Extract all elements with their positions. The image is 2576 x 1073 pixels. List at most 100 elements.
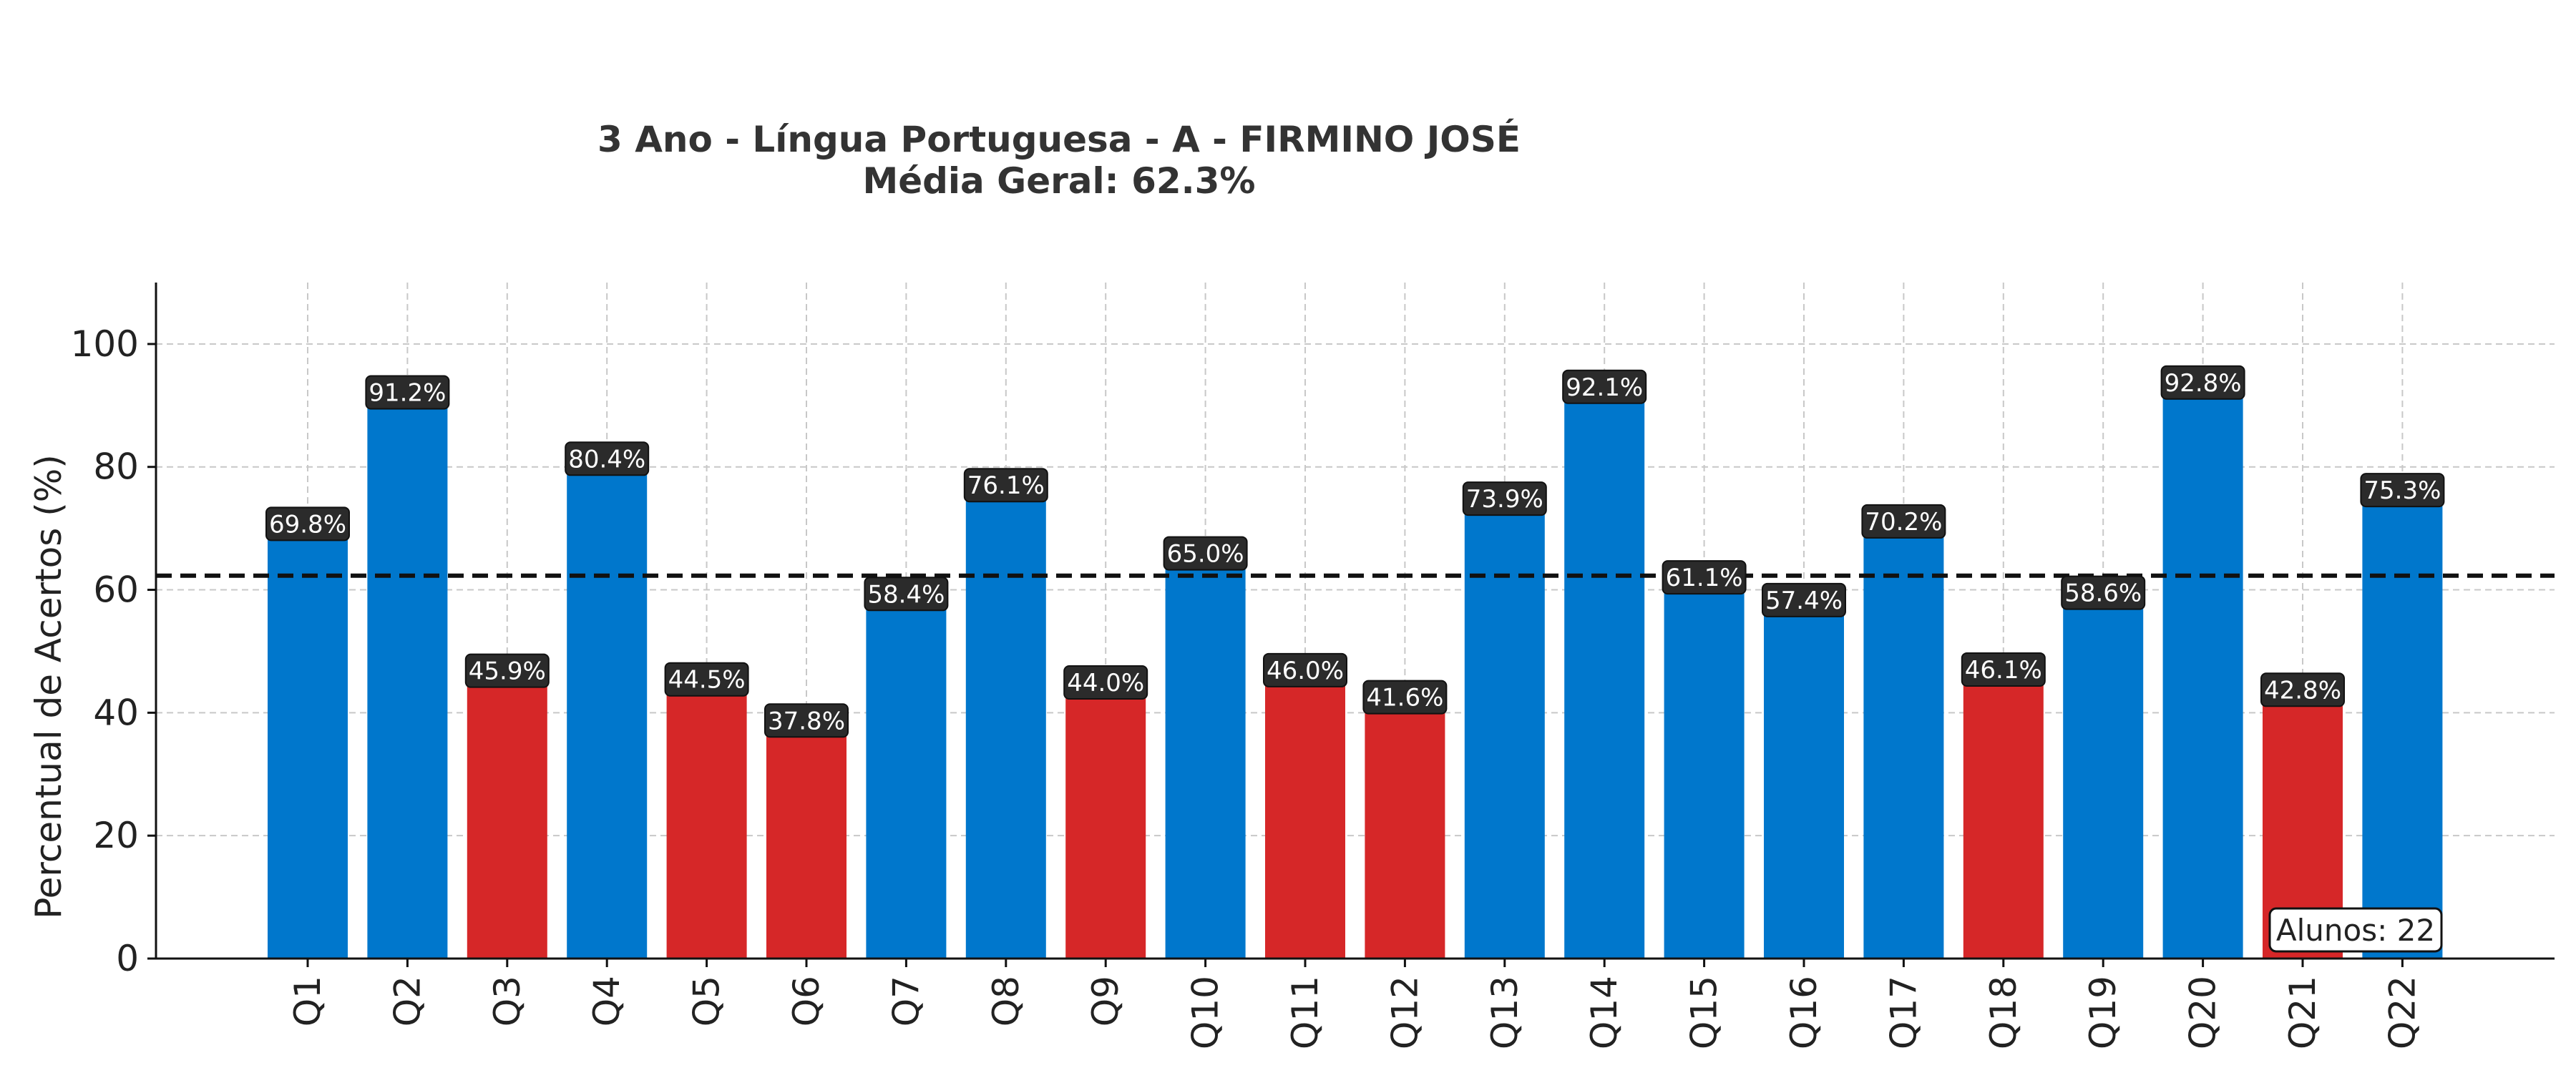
y-tick-label: 100 xyxy=(71,323,139,365)
value-label-q10: 65.0% xyxy=(1163,536,1248,571)
bar-q16 xyxy=(1764,605,1844,959)
value-label-box xyxy=(1063,665,1148,700)
value-label-text: 41.6% xyxy=(1366,684,1443,712)
value-label-text: 70.2% xyxy=(1865,508,1942,536)
value-label-box xyxy=(864,577,949,612)
bar-q12 xyxy=(1365,702,1445,959)
value-label-text: 46.0% xyxy=(1267,657,1344,685)
bar-q17 xyxy=(1863,526,1944,959)
value-label-text: 61.1% xyxy=(1666,564,1743,592)
bar-q14 xyxy=(1564,392,1645,959)
value-label-text: 92.8% xyxy=(2165,369,2242,398)
value-label-q19: 58.6% xyxy=(2061,575,2146,610)
y-tick-label: 40 xyxy=(93,692,139,733)
value-label-q13: 73.9% xyxy=(1462,481,1547,516)
students-annotation: Alunos: 22 xyxy=(2268,907,2443,953)
value-label-text: 42.8% xyxy=(2264,676,2341,705)
x-tick-label: Q3 xyxy=(487,976,528,1027)
value-label-text: 46.1% xyxy=(1965,656,2042,685)
x-tick-label: Q22 xyxy=(2381,976,2423,1049)
x-tick-label: Q19 xyxy=(2082,976,2124,1049)
value-label-box xyxy=(1462,481,1547,516)
value-label-text: 58.6% xyxy=(2064,579,2142,608)
x-tick-label: Q1 xyxy=(287,976,328,1027)
bar-q2 xyxy=(367,398,448,959)
value-label-text: 73.9% xyxy=(1466,485,1543,514)
chart-title: 3 Ano - Língua Portuguesa - A - FIRMINO … xyxy=(597,118,1521,160)
x-tick-label: Q20 xyxy=(2182,976,2224,1049)
value-label-box xyxy=(963,468,1048,503)
value-label-q9: 44.0% xyxy=(1063,665,1148,700)
value-label-q15: 61.1% xyxy=(1662,560,1747,595)
value-label-box xyxy=(664,662,749,697)
value-label-box xyxy=(2260,672,2345,707)
value-label-text: 44.5% xyxy=(668,666,746,695)
value-label-q16: 57.4% xyxy=(1762,582,1846,617)
y-tick-label: 0 xyxy=(116,938,139,979)
value-label-q20: 92.8% xyxy=(2160,365,2245,400)
value-label-q4: 80.4% xyxy=(565,441,650,476)
value-label-q14: 92.1% xyxy=(1562,369,1647,404)
value-label-q22: 75.3% xyxy=(2360,473,2445,508)
axes: 0 20 40 60 80 100 Q1 Q2 Q3 Q4 Q5 Q6 Q7 Q8 Q9 Q10 Q11 Q12 Q… xyxy=(71,283,2555,1049)
value-label-box xyxy=(1762,582,1846,617)
value-label-q6: 37.8% xyxy=(764,703,849,738)
bar-q5 xyxy=(666,685,747,959)
value-label-box xyxy=(265,506,350,542)
value-label-box xyxy=(1961,652,2046,687)
value-label-text: 91.2% xyxy=(369,379,446,408)
value-label-text: 69.8% xyxy=(269,510,346,539)
x-tick-label: Q2 xyxy=(386,976,428,1027)
value-label-box xyxy=(1662,560,1747,595)
value-label-box xyxy=(1562,369,1647,404)
value-label-box xyxy=(1163,536,1248,571)
bar-q13 xyxy=(1464,504,1545,959)
value-label-q11: 46.0% xyxy=(1263,652,1347,687)
value-label-q5: 44.5% xyxy=(664,662,749,697)
y-tick-label: 80 xyxy=(93,446,139,488)
value-label-q18: 46.1% xyxy=(1961,652,2046,687)
value-label-box xyxy=(1362,680,1448,715)
x-tick-label: Q11 xyxy=(1284,976,1326,1049)
value-label-q1: 69.8% xyxy=(265,506,350,542)
x-tick-label: Q8 xyxy=(985,976,1027,1027)
bar-q9 xyxy=(1065,688,1146,959)
x-tick-label: Q18 xyxy=(1983,976,2024,1049)
value-label-box xyxy=(2061,575,2146,610)
value-label-text: 37.8% xyxy=(768,707,845,735)
bar-q22 xyxy=(2362,496,2443,959)
bar-q10 xyxy=(1165,559,1246,959)
value-label-q2: 91.2% xyxy=(365,375,450,410)
value-label-box xyxy=(2160,365,2245,400)
data-labels: 69.8% 91.2% 45.9% 80.4% 44.5% 37.8% 58.4% 76.1%… xyxy=(265,365,2445,738)
x-tick-label: Q16 xyxy=(1783,976,1825,1049)
value-label-text: 44.0% xyxy=(1067,669,1144,697)
bar-q20 xyxy=(2162,388,2243,959)
bar-q1 xyxy=(268,529,348,959)
value-label-box xyxy=(464,653,550,688)
value-label-q7: 58.4% xyxy=(864,577,949,612)
x-tick-label: Q5 xyxy=(686,976,728,1027)
value-label-text: 75.3% xyxy=(2363,476,2441,505)
x-tick-label: Q12 xyxy=(1384,976,1425,1049)
value-label-text: 58.4% xyxy=(867,580,945,609)
y-tick-label: 20 xyxy=(93,815,139,856)
value-label-text: 80.4% xyxy=(568,445,645,474)
value-label-q17: 70.2% xyxy=(1861,504,1946,539)
value-label-text: 76.1% xyxy=(967,471,1045,500)
value-label-box xyxy=(764,703,849,738)
value-label-q12: 41.6% xyxy=(1362,680,1448,715)
x-tick-label: Q21 xyxy=(2282,976,2323,1049)
x-tick-label: Q14 xyxy=(1584,976,1625,1049)
bar-q19 xyxy=(2063,598,2144,959)
y-axis-label: Percentual de Acertos (%) xyxy=(28,454,69,918)
bars xyxy=(268,388,2443,959)
annotation-box xyxy=(2268,907,2443,953)
x-tick-label: Q9 xyxy=(1085,976,1126,1027)
value-label-q3: 45.9% xyxy=(464,653,550,688)
value-label-box xyxy=(565,441,650,476)
value-label-q21: 42.8% xyxy=(2260,672,2345,707)
value-label-text: 65.0% xyxy=(1167,540,1244,569)
value-label-text: 92.1% xyxy=(1566,373,1643,402)
